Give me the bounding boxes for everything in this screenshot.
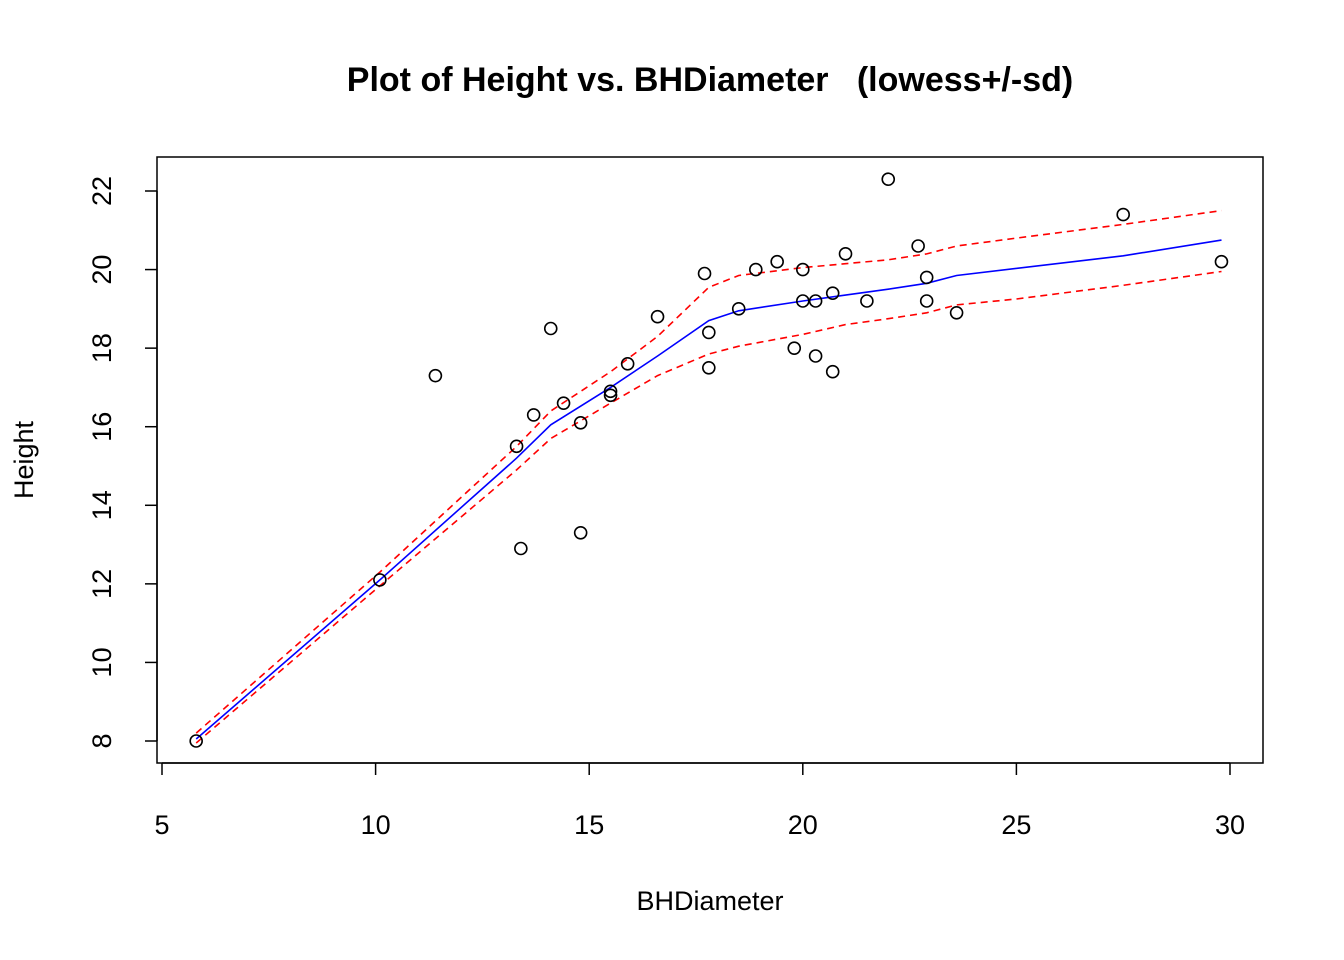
data-point — [838, 247, 853, 261]
data-point — [808, 294, 823, 308]
data-point — [749, 262, 763, 277]
x-axis: 5 10 15 20 25 30 — [154, 762, 1245, 840]
data-point — [620, 357, 635, 371]
chart-title: Plot of Height vs. BHDiameter (lowess+/-… — [347, 61, 1073, 99]
data-point — [770, 254, 784, 269]
lowess-line — [195, 239, 1222, 740]
data-point — [556, 396, 571, 410]
y-axis: 8 10 12 14 16 18 20 22 — [87, 176, 158, 749]
data-point — [911, 239, 925, 253]
data-point — [1116, 207, 1130, 222]
data-point — [1214, 254, 1229, 269]
y-tick-label: 18 — [87, 333, 117, 363]
data-point — [702, 360, 716, 375]
data-point — [731, 302, 746, 316]
data-point — [543, 321, 558, 336]
data-point — [573, 525, 588, 540]
data-point — [573, 415, 588, 430]
data-point — [825, 364, 840, 379]
data-point — [650, 309, 665, 324]
data-point — [373, 573, 387, 587]
data-point — [509, 439, 524, 454]
y-tick-label: 8 — [87, 733, 117, 748]
data-point — [526, 408, 541, 422]
x-tick-label: 20 — [788, 810, 818, 840]
x-axis-label: BHDiameter — [636, 886, 783, 916]
data-point — [825, 286, 840, 300]
y-axis-label: Height — [9, 420, 39, 499]
plot-area-frame — [156, 156, 1264, 764]
data-point — [808, 349, 823, 363]
data-point — [860, 294, 874, 308]
data-point — [702, 325, 716, 340]
y-tick-label: 20 — [87, 255, 117, 285]
data-point — [787, 341, 802, 355]
data-point — [795, 262, 810, 277]
data-point — [919, 294, 934, 308]
series-layer — [195, 209, 1222, 744]
x-tick-label: 15 — [574, 810, 604, 840]
data-point — [428, 368, 443, 383]
y-tick-label: 22 — [87, 176, 117, 206]
x-tick-label: 30 — [1215, 810, 1245, 840]
x-tick-label: 25 — [1001, 810, 1031, 840]
points-layer — [189, 172, 1229, 748]
data-point — [514, 541, 528, 556]
y-tick-label: 14 — [87, 490, 117, 520]
data-point — [881, 172, 896, 187]
x-tick-label: 10 — [361, 810, 391, 840]
x-tick-label: 5 — [154, 810, 169, 840]
data-point — [603, 384, 618, 399]
data-point — [603, 388, 618, 403]
sd-band-line-1 — [195, 209, 1222, 734]
y-tick-label: 12 — [87, 569, 117, 599]
data-point — [189, 734, 203, 748]
data-point — [795, 294, 810, 308]
data-point — [949, 305, 964, 320]
data-point — [919, 270, 934, 285]
sd-band-line-2 — [195, 270, 1222, 744]
data-point — [697, 266, 712, 281]
y-tick-label: 16 — [87, 412, 117, 442]
y-tick-label: 10 — [87, 647, 117, 677]
